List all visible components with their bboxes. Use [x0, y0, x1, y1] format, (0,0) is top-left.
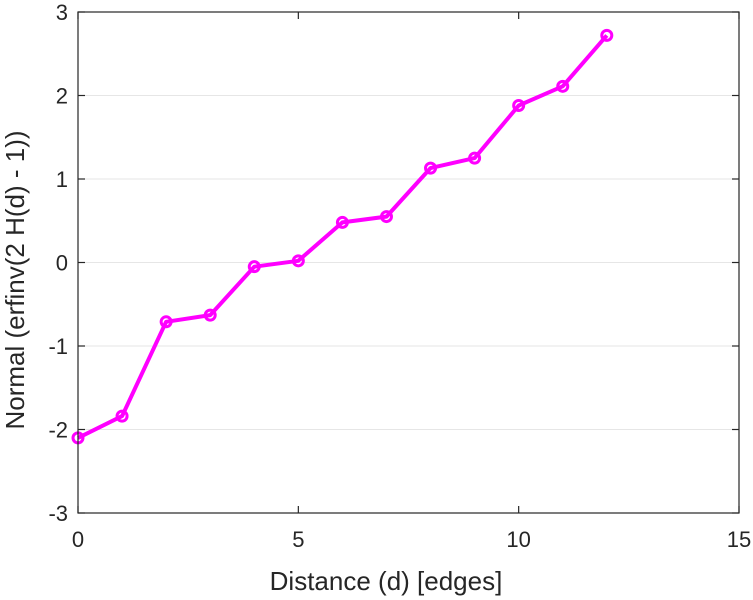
grid-lines — [78, 95, 739, 430]
y-tick-label: 3 — [56, 0, 68, 25]
y-tick-label: 1 — [56, 167, 68, 192]
x-tick-label: 0 — [72, 527, 84, 552]
data-point — [600, 28, 614, 42]
axis-ticks: -3 -2 -1 0 1 2 3 0 5 10 15 — [48, 0, 751, 552]
data-point — [247, 260, 261, 274]
y-tick-label: 2 — [56, 84, 68, 109]
data-point — [291, 254, 305, 268]
data-point — [203, 308, 217, 322]
y-axis-label: Normal (erfinv(2 H(d) - 1)) — [0, 130, 30, 429]
series-line — [77, 34, 609, 440]
y-tick-label: -3 — [48, 501, 68, 526]
data-point — [468, 151, 482, 165]
data-point — [335, 215, 349, 229]
data-point — [115, 409, 129, 423]
data-point — [424, 161, 438, 175]
y-tick-label: -1 — [48, 334, 68, 359]
data-point — [159, 315, 173, 329]
x-tick-label: 10 — [506, 527, 530, 552]
y-tick-label: -2 — [48, 418, 68, 443]
data-point — [556, 79, 570, 93]
x-tick-label: 15 — [727, 527, 751, 552]
y-tick-label: 0 — [56, 251, 68, 276]
x-tick-label: 5 — [292, 527, 304, 552]
data-point — [379, 210, 393, 224]
x-axis-label: Distance (d) [edges] — [270, 566, 503, 596]
series-layer — [71, 28, 614, 445]
data-point — [512, 99, 526, 113]
